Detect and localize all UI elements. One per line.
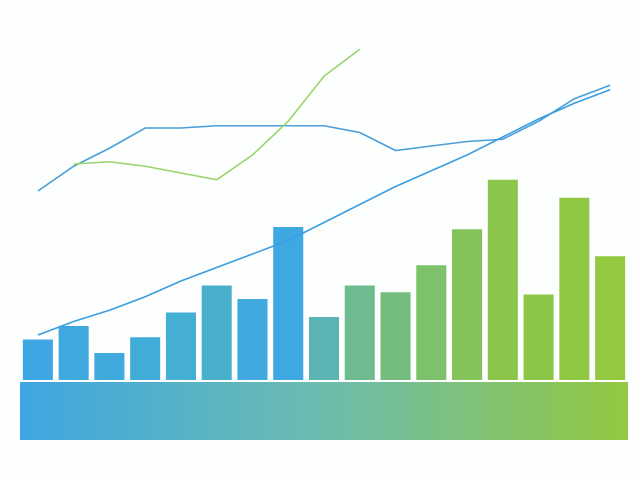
line	[37, 89, 611, 336]
bar	[344, 285, 375, 380]
bar	[22, 339, 53, 380]
base-band	[20, 382, 628, 440]
bar	[273, 227, 304, 380]
bar	[58, 326, 89, 380]
bar	[237, 299, 268, 380]
bar	[452, 229, 483, 380]
bar	[94, 353, 125, 380]
bar	[487, 179, 518, 380]
bar	[523, 294, 554, 380]
bar	[201, 285, 232, 380]
bar	[165, 312, 196, 380]
bar	[559, 197, 590, 380]
line	[73, 48, 361, 181]
bar	[308, 317, 340, 380]
line	[37, 84, 611, 192]
bar	[416, 265, 447, 380]
bar	[595, 256, 626, 380]
bar	[380, 292, 411, 380]
bar	[130, 337, 161, 380]
